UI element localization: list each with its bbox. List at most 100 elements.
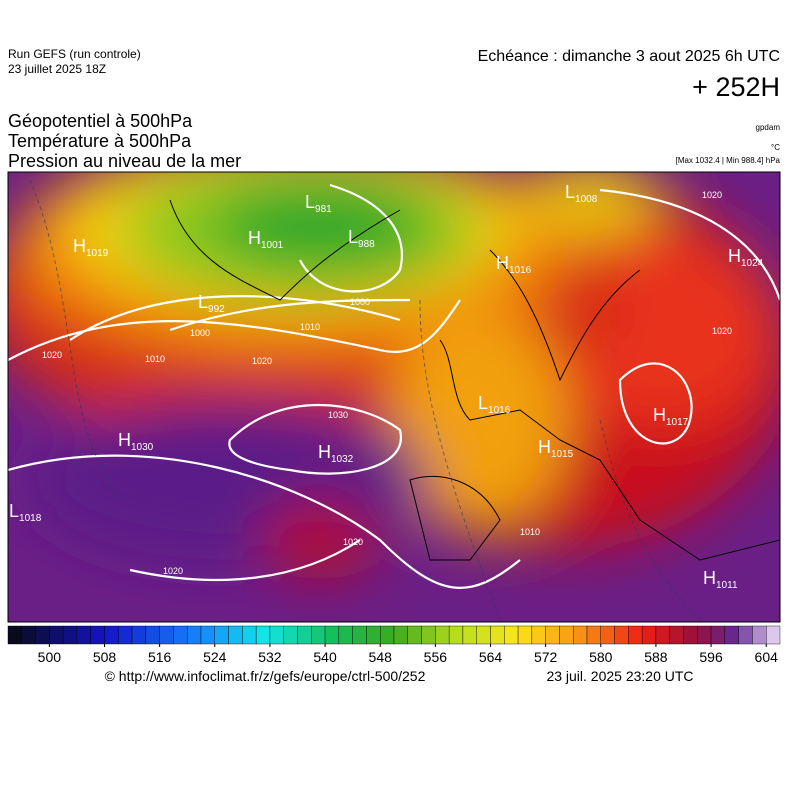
colorbar-swatch bbox=[21, 625, 36, 645]
colorbar-swatch bbox=[462, 625, 477, 645]
pressure-center: H1016 bbox=[496, 253, 532, 276]
pressure-center: L1018 bbox=[9, 501, 42, 524]
pressure-center: H1015 bbox=[538, 437, 574, 460]
center-value: 1017 bbox=[666, 417, 689, 428]
center-kind: H bbox=[653, 405, 666, 425]
colorbar-tick-label: 532 bbox=[258, 649, 282, 665]
colorbar-swatch bbox=[324, 625, 340, 645]
colorbar-swatch bbox=[407, 625, 422, 645]
colorbar-swatch bbox=[600, 625, 615, 645]
center-value: 1001 bbox=[261, 240, 284, 251]
center-value: 1018 bbox=[19, 513, 42, 524]
colorbar-swatch bbox=[311, 625, 326, 645]
center-value: 992 bbox=[208, 304, 225, 315]
colorbar-swatch bbox=[614, 625, 629, 645]
title: Pression au niveau de la mer bbox=[8, 151, 241, 171]
isobar-label: 1020 bbox=[163, 566, 183, 576]
colorbar-swatch bbox=[435, 625, 450, 645]
pressure-center: H1030 bbox=[118, 430, 154, 453]
center-kind: H bbox=[248, 228, 261, 248]
colorbar-swatch bbox=[145, 625, 160, 645]
center-value: 1032 bbox=[331, 454, 354, 465]
center-kind: H bbox=[703, 568, 716, 588]
pressure-center: L1008 bbox=[565, 182, 598, 205]
run-date: 23 juillet 2025 18Z bbox=[8, 62, 106, 76]
colorbar-swatch bbox=[214, 625, 229, 645]
pressure-center: H1032 bbox=[318, 442, 354, 465]
center-kind: H bbox=[73, 236, 86, 256]
colorbar-swatch bbox=[49, 625, 64, 645]
colorbar-swatch bbox=[187, 625, 202, 645]
colorbar-swatch bbox=[159, 625, 174, 645]
colorbar-swatch bbox=[283, 625, 298, 645]
pressure-center: L1016 bbox=[478, 393, 511, 416]
center-value: 1016 bbox=[509, 265, 532, 276]
center-kind: H bbox=[496, 253, 509, 273]
unit: [Max 1032.4 | Min 988.4] hPa bbox=[676, 156, 781, 165]
center-value: 1015 bbox=[551, 449, 574, 460]
colorbar-swatch bbox=[655, 625, 670, 645]
pressure-center: H1011 bbox=[703, 568, 738, 591]
center-kind: H bbox=[728, 246, 741, 266]
map: H1019H1001L981L988L992H1016L1008H1024H10… bbox=[8, 172, 780, 622]
colorbar-swatch bbox=[131, 625, 147, 645]
colorbar-swatch bbox=[352, 625, 367, 645]
colorbar-swatch bbox=[421, 625, 436, 645]
isobar-label: 1020 bbox=[702, 190, 722, 200]
isobar-label: 1020 bbox=[252, 356, 272, 366]
pressure-center: H1024 bbox=[728, 246, 764, 269]
pressure-center: L992 bbox=[198, 292, 225, 315]
colorbar-swatch bbox=[517, 625, 533, 645]
center-kind: H bbox=[538, 437, 551, 457]
colorbar-swatch bbox=[724, 625, 739, 645]
center-value: 1019 bbox=[86, 248, 109, 259]
isobar-label: 1000 bbox=[190, 328, 210, 338]
colorbar-swatch bbox=[586, 625, 601, 645]
colorbar-swatch bbox=[504, 625, 519, 645]
pressure-center: L981 bbox=[305, 192, 332, 215]
center-kind: L bbox=[198, 292, 208, 312]
isobar-label: 1020 bbox=[712, 326, 732, 336]
echeance: Echéance : dimanche 3 aout 2025 6h UTC bbox=[478, 48, 780, 65]
unit: °C bbox=[771, 143, 780, 152]
source: © http://www.infoclimat.fr/z/gefs/europe… bbox=[105, 668, 426, 684]
title: Température à 500hPa bbox=[8, 131, 192, 151]
pressure-center: L988 bbox=[348, 227, 375, 250]
pressure-center: H1001 bbox=[248, 228, 284, 251]
colorbar-tick-label: 556 bbox=[424, 649, 448, 665]
colorbar-swatch bbox=[490, 625, 505, 645]
isobar-label: 1020 bbox=[343, 537, 363, 547]
isobar-label: 1030 bbox=[328, 410, 348, 420]
colorbar-swatch bbox=[669, 625, 684, 645]
colorbar-swatch bbox=[710, 625, 726, 645]
colorbar-tick-label: 596 bbox=[699, 649, 723, 665]
center-kind: L bbox=[348, 227, 358, 247]
isobar-label: 1010 bbox=[145, 354, 165, 364]
title: Géopotentiel à 500hPa bbox=[8, 111, 193, 131]
colorbar-swatch bbox=[76, 625, 91, 645]
colorbar-tick-label: 564 bbox=[479, 649, 503, 665]
isobar-label: 1000 bbox=[350, 297, 370, 307]
colorbar-tick-label: 604 bbox=[755, 649, 779, 665]
colorbar-swatch bbox=[697, 625, 712, 645]
colorbar-swatch bbox=[393, 625, 408, 645]
colorbar-tick-label: 580 bbox=[589, 649, 613, 665]
colorbar-tick-label: 572 bbox=[534, 649, 558, 665]
colorbar-swatch bbox=[255, 625, 271, 645]
colorbar-swatch bbox=[641, 625, 657, 645]
center-kind: L bbox=[305, 192, 315, 212]
isobar-label: 1010 bbox=[300, 322, 320, 332]
colorbar-tick-label: 524 bbox=[203, 649, 227, 665]
unit: gpdam bbox=[756, 123, 781, 132]
center-value: 1008 bbox=[575, 194, 598, 205]
colorbar-swatch bbox=[683, 625, 698, 645]
colorbar-tick-label: 508 bbox=[93, 649, 117, 665]
run-label: Run GEFS (run controle) bbox=[8, 47, 141, 61]
pressure-center: H1019 bbox=[73, 236, 109, 259]
colorbar-swatch bbox=[297, 625, 312, 645]
colorbar-tick-label: 548 bbox=[369, 649, 393, 665]
colorbar-swatch bbox=[90, 625, 105, 645]
colorbar-tick-label: 500 bbox=[38, 649, 62, 665]
colorbar-swatch bbox=[559, 625, 574, 645]
